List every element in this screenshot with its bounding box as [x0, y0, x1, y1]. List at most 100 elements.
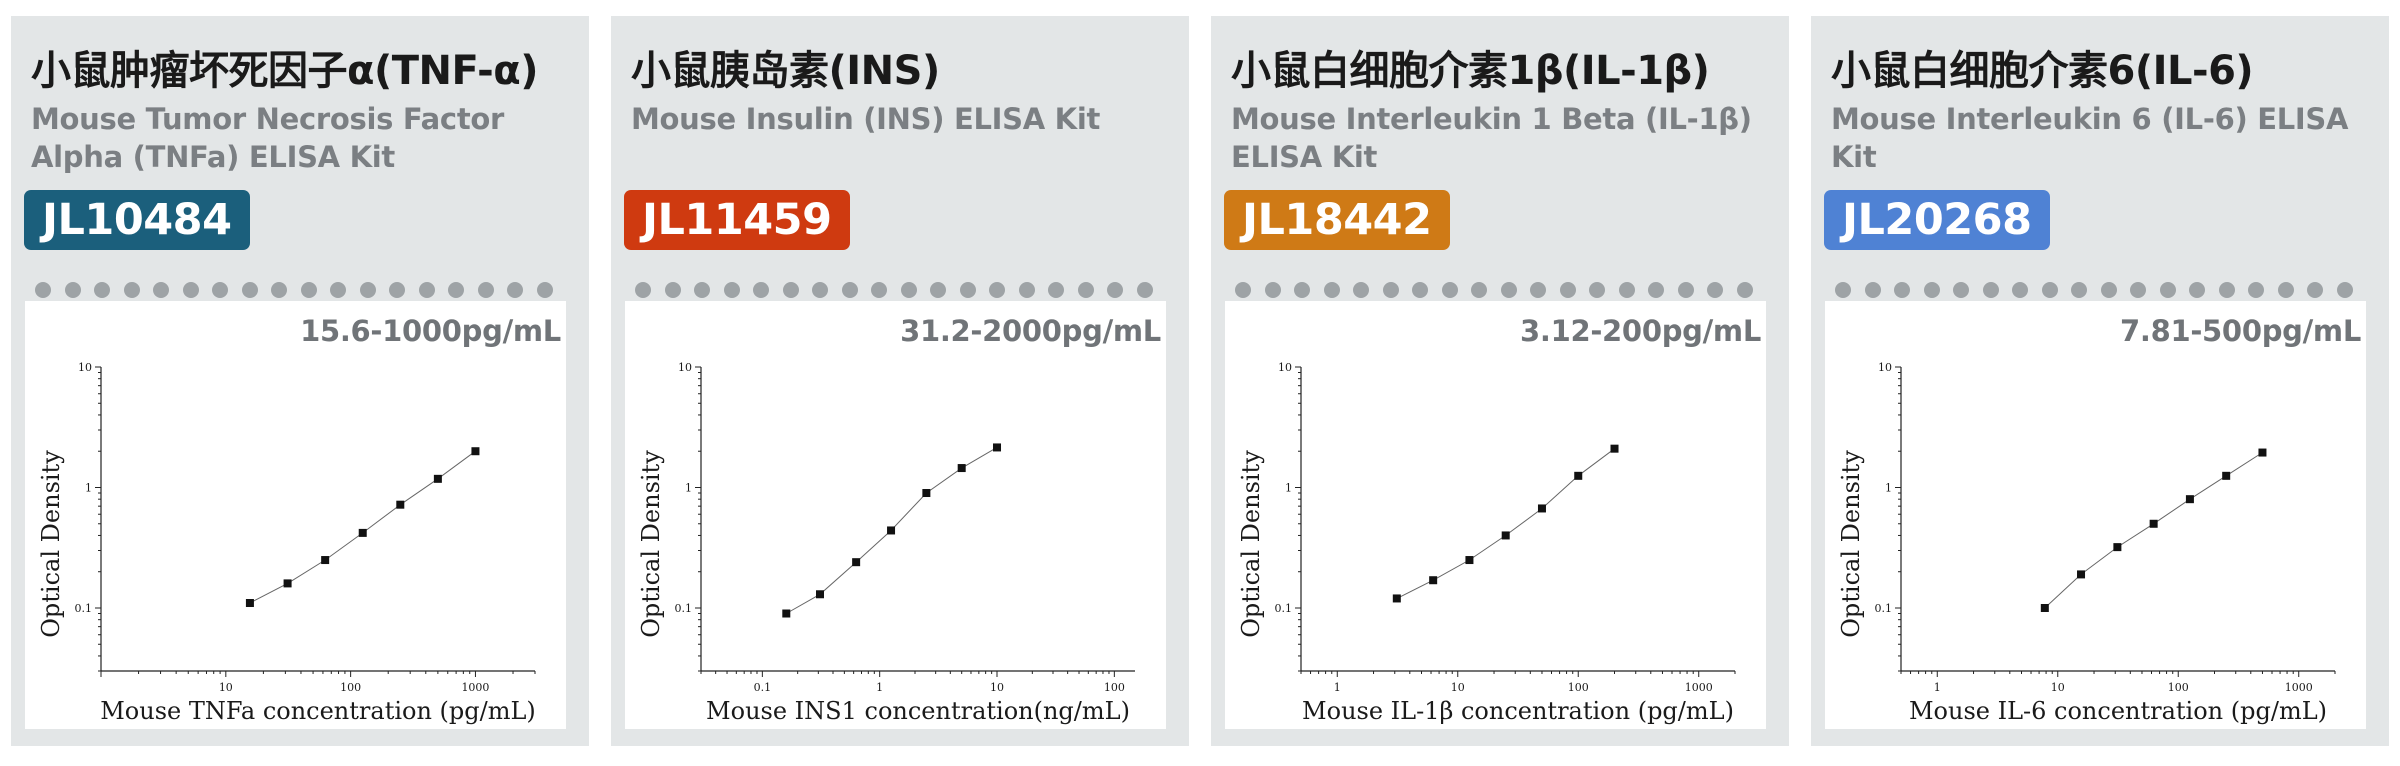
data-point	[1465, 556, 1474, 565]
data-point	[957, 464, 966, 473]
x-tick-label: 1	[1334, 681, 1341, 694]
standard-curve-panel: 0.1 1 10 100 0.1 1 10 Mouse INS1 concentration(…	[625, 301, 1166, 729]
product-card: 小鼠肿瘤坏死因子α(TNF-α) Mouse Tumor Necrosis Fa…	[11, 16, 589, 746]
divider-dot	[241, 282, 258, 298]
standard-curve-panel: 1 10 100 1000 0.1 1 10 Mouse IL-6 concentration…	[1825, 301, 2366, 729]
dot-divider	[1235, 282, 1765, 306]
y-axis-label: Optical Density	[1837, 450, 1865, 638]
divider-dot	[1471, 282, 1487, 298]
divider-dot	[1618, 282, 1635, 298]
product-title-english: Mouse Insulin (INS) ELISA Kit	[631, 102, 1101, 136]
divider-dot	[212, 282, 228, 298]
x-tick-label: 10	[990, 681, 1004, 694]
divider-dot	[64, 282, 81, 298]
divider-dot	[2277, 282, 2294, 298]
data-point	[1610, 444, 1619, 453]
divider-dot	[1264, 282, 1281, 298]
data-point	[2258, 448, 2267, 457]
data-point	[321, 556, 330, 565]
data-point	[1392, 594, 1401, 603]
divider-dot	[1500, 282, 1517, 298]
divider-dot	[694, 282, 710, 298]
x-tick-label: 1	[1934, 681, 1941, 694]
x-tick-label: 1000	[2285, 681, 2313, 694]
divider-dot	[2041, 282, 2058, 298]
divider-dot	[1018, 282, 1035, 298]
data-point	[993, 443, 1002, 452]
catalog-number-badge: JL11459	[624, 190, 850, 250]
divider-dot	[1648, 282, 1664, 298]
divider-dot	[1559, 282, 1576, 298]
divider-dot	[1835, 282, 1851, 298]
data-point	[433, 474, 442, 483]
data-point	[816, 590, 825, 599]
x-tick-label: 1000	[461, 681, 489, 694]
divider-dot	[723, 282, 740, 298]
standard-curve-chart: 0.1 1 10 100 0.1 1 10 Mouse INS1 concentration(…	[637, 361, 1135, 725]
divider-dot	[271, 282, 287, 298]
dot-divider	[635, 282, 1165, 306]
y-tick-label: 0.1	[75, 602, 93, 615]
divider-dot	[153, 282, 169, 298]
y-tick-label: 10	[678, 361, 692, 374]
data-point	[922, 489, 931, 498]
divider-dot	[300, 282, 317, 298]
data-point	[396, 500, 405, 509]
divider-dot	[1382, 282, 1399, 298]
divider-dot	[330, 282, 346, 298]
divider-dot	[123, 282, 140, 298]
divider-dot	[1107, 282, 1123, 298]
divider-dot	[664, 282, 681, 298]
y-tick-label: 0.1	[675, 602, 693, 615]
y-tick-label: 1	[85, 481, 92, 494]
product-title-chinese: 小鼠白细胞介素6(IL-6)	[1831, 48, 2254, 94]
divider-dot	[1707, 282, 1723, 298]
y-axis-label: Optical Density	[637, 450, 665, 638]
data-point	[358, 528, 367, 537]
data-point	[782, 609, 791, 618]
data-point	[1429, 576, 1438, 585]
divider-dot	[2159, 282, 2176, 298]
x-tick-label: 10	[2051, 681, 2065, 694]
data-point	[2149, 519, 2158, 528]
divider-dot	[2130, 282, 2146, 298]
divider-dot	[2100, 282, 2117, 298]
divider-dot	[2189, 282, 2205, 298]
x-tick-label: 0.1	[754, 681, 772, 694]
data-point	[1501, 531, 1510, 540]
catalog-number-badge: JL20268	[1824, 190, 2050, 250]
data-point	[283, 579, 292, 588]
product-card: 小鼠白细胞介素1β(IL-1β) Mouse Interleukin 1 Bet…	[1211, 16, 1789, 746]
divider-dot	[1323, 282, 1340, 298]
divider-dot	[2336, 282, 2353, 298]
y-tick-label: 10	[1278, 361, 1292, 374]
divider-dot	[507, 282, 523, 298]
divider-dot	[900, 282, 917, 298]
divider-dot	[989, 282, 1005, 298]
divider-dot	[1294, 282, 1310, 298]
divider-dot	[930, 282, 946, 298]
divider-dot	[959, 282, 976, 298]
divider-dot	[536, 282, 553, 298]
divider-dot	[1923, 282, 1940, 298]
divider-dot	[1864, 282, 1881, 298]
divider-dot	[2071, 282, 2087, 298]
product-title-english: Mouse Tumor Necrosis Factor Alpha (TNFa)…	[31, 102, 505, 174]
product-title-english: Mouse Interleukin 1 Beta (IL-1β) ELISA K…	[1231, 102, 1752, 174]
detection-range: 15.6-1000pg/mL	[300, 314, 561, 348]
standard-curve-chart: 1 10 100 1000 0.1 1 10 Mouse IL-6 concentration…	[1837, 361, 2336, 725]
data-point	[2185, 495, 2194, 504]
standard-curve-chart: 10 100 1000 0.1 1 10 Mouse TNFa concentration …	[37, 361, 536, 725]
dot-divider	[35, 282, 565, 306]
y-tick-label: 1	[685, 481, 692, 494]
x-tick-label: 100	[340, 681, 361, 694]
data-point	[2077, 570, 2086, 579]
divider-dot	[94, 282, 110, 298]
y-tick-label: 1	[1885, 481, 1892, 494]
data-point	[471, 447, 480, 456]
divider-dot	[2012, 282, 2028, 298]
divider-dot	[871, 282, 887, 298]
product-title-chinese: 小鼠胰岛素(INS)	[631, 48, 940, 94]
catalog-number-badge: JL18442	[1224, 190, 1450, 250]
data-point	[1574, 471, 1583, 480]
